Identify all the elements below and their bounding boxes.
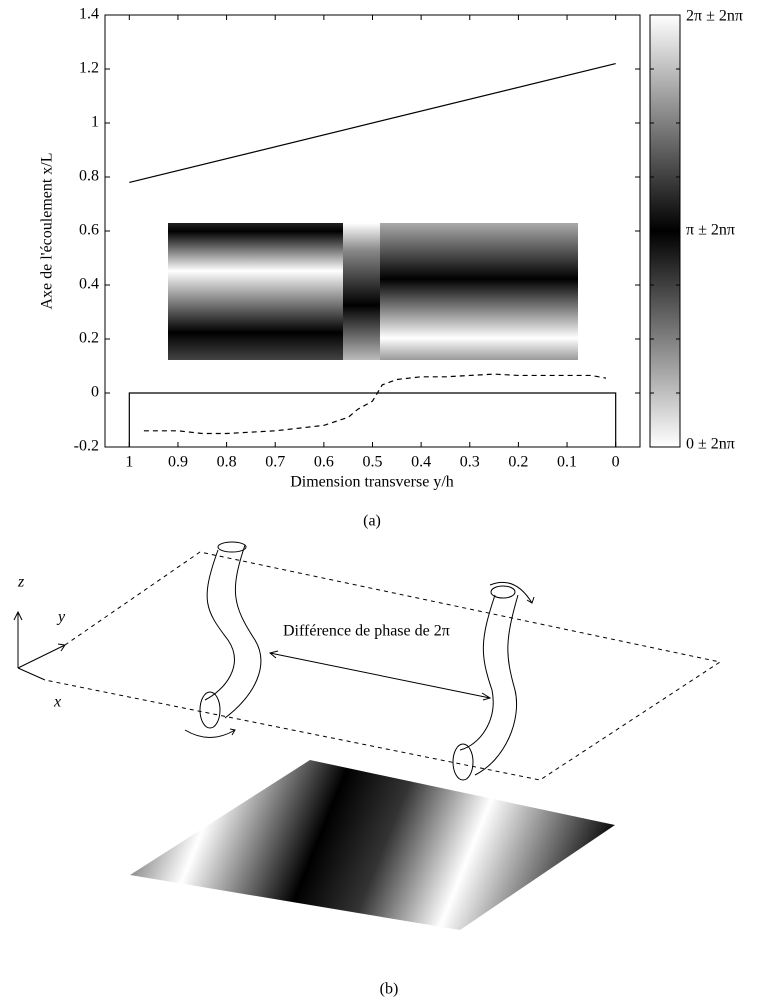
x-tick-label: 0.6: [314, 454, 334, 471]
y-tick-label: 0.8: [79, 168, 99, 185]
colorbar-tick-label: 0 ± 2nπ: [686, 436, 735, 453]
y-tick-label: 0.2: [79, 330, 99, 347]
rotation-arrow: [489, 581, 535, 604]
x-tick-label: 0.1: [557, 454, 577, 471]
phase-image: [168, 223, 578, 360]
colorbar-tick-label: 2π ± 2nπ: [686, 8, 743, 25]
x-tick-label: 1: [125, 454, 133, 471]
plane: [44, 551, 722, 781]
caption: (a): [363, 513, 381, 530]
data-line: [128, 392, 617, 447]
x-tick-label: 0.5: [363, 454, 383, 471]
vortex-tube: [459, 594, 519, 776]
y-tick-label: 1: [91, 114, 99, 131]
diagram: z y x Différence de phase de 2π (b): [13, 541, 722, 998]
x-tick-label: 0.7: [265, 454, 285, 471]
y-tick-label: 0.6: [79, 222, 99, 239]
vortex-tube: [204, 544, 262, 719]
annotation: Différence de phase de 2π: [283, 623, 450, 640]
x-tick-label: 0.3: [460, 454, 480, 471]
axes: [13, 610, 66, 681]
phase-arrow: [268, 650, 492, 701]
colorbar-minor-ticks: [650, 68, 680, 394]
y-axis-label: Axe de l'écoulement x/L: [39, 152, 56, 309]
axis-label: z: [17, 574, 25, 591]
caption: (b): [380, 981, 399, 998]
x-tick-label: 0.4: [411, 454, 431, 471]
y-tick-label: 1.4: [79, 6, 99, 23]
x-tick-label: 0.9: [168, 454, 188, 471]
x-axis-label: Dimension transverse y/h: [290, 474, 454, 491]
y-tick-label: 0: [91, 384, 99, 401]
y-tick-label: 0.4: [79, 276, 99, 293]
data-line: [143, 373, 607, 435]
axis-label: y: [56, 609, 66, 626]
data-line: [129, 63, 616, 183]
x-tick-label: 0: [612, 454, 620, 471]
rotation-arrow: [184, 728, 236, 738]
y-tick-label: -0.2: [74, 438, 99, 455]
y-tick-label: 1.2: [79, 60, 99, 77]
x-tick-label: 0.2: [508, 454, 528, 471]
colorbar-tick-label: π ± 2nπ: [686, 222, 735, 239]
axis-label: x: [53, 694, 61, 711]
x-tick-label: 0.8: [217, 454, 237, 471]
